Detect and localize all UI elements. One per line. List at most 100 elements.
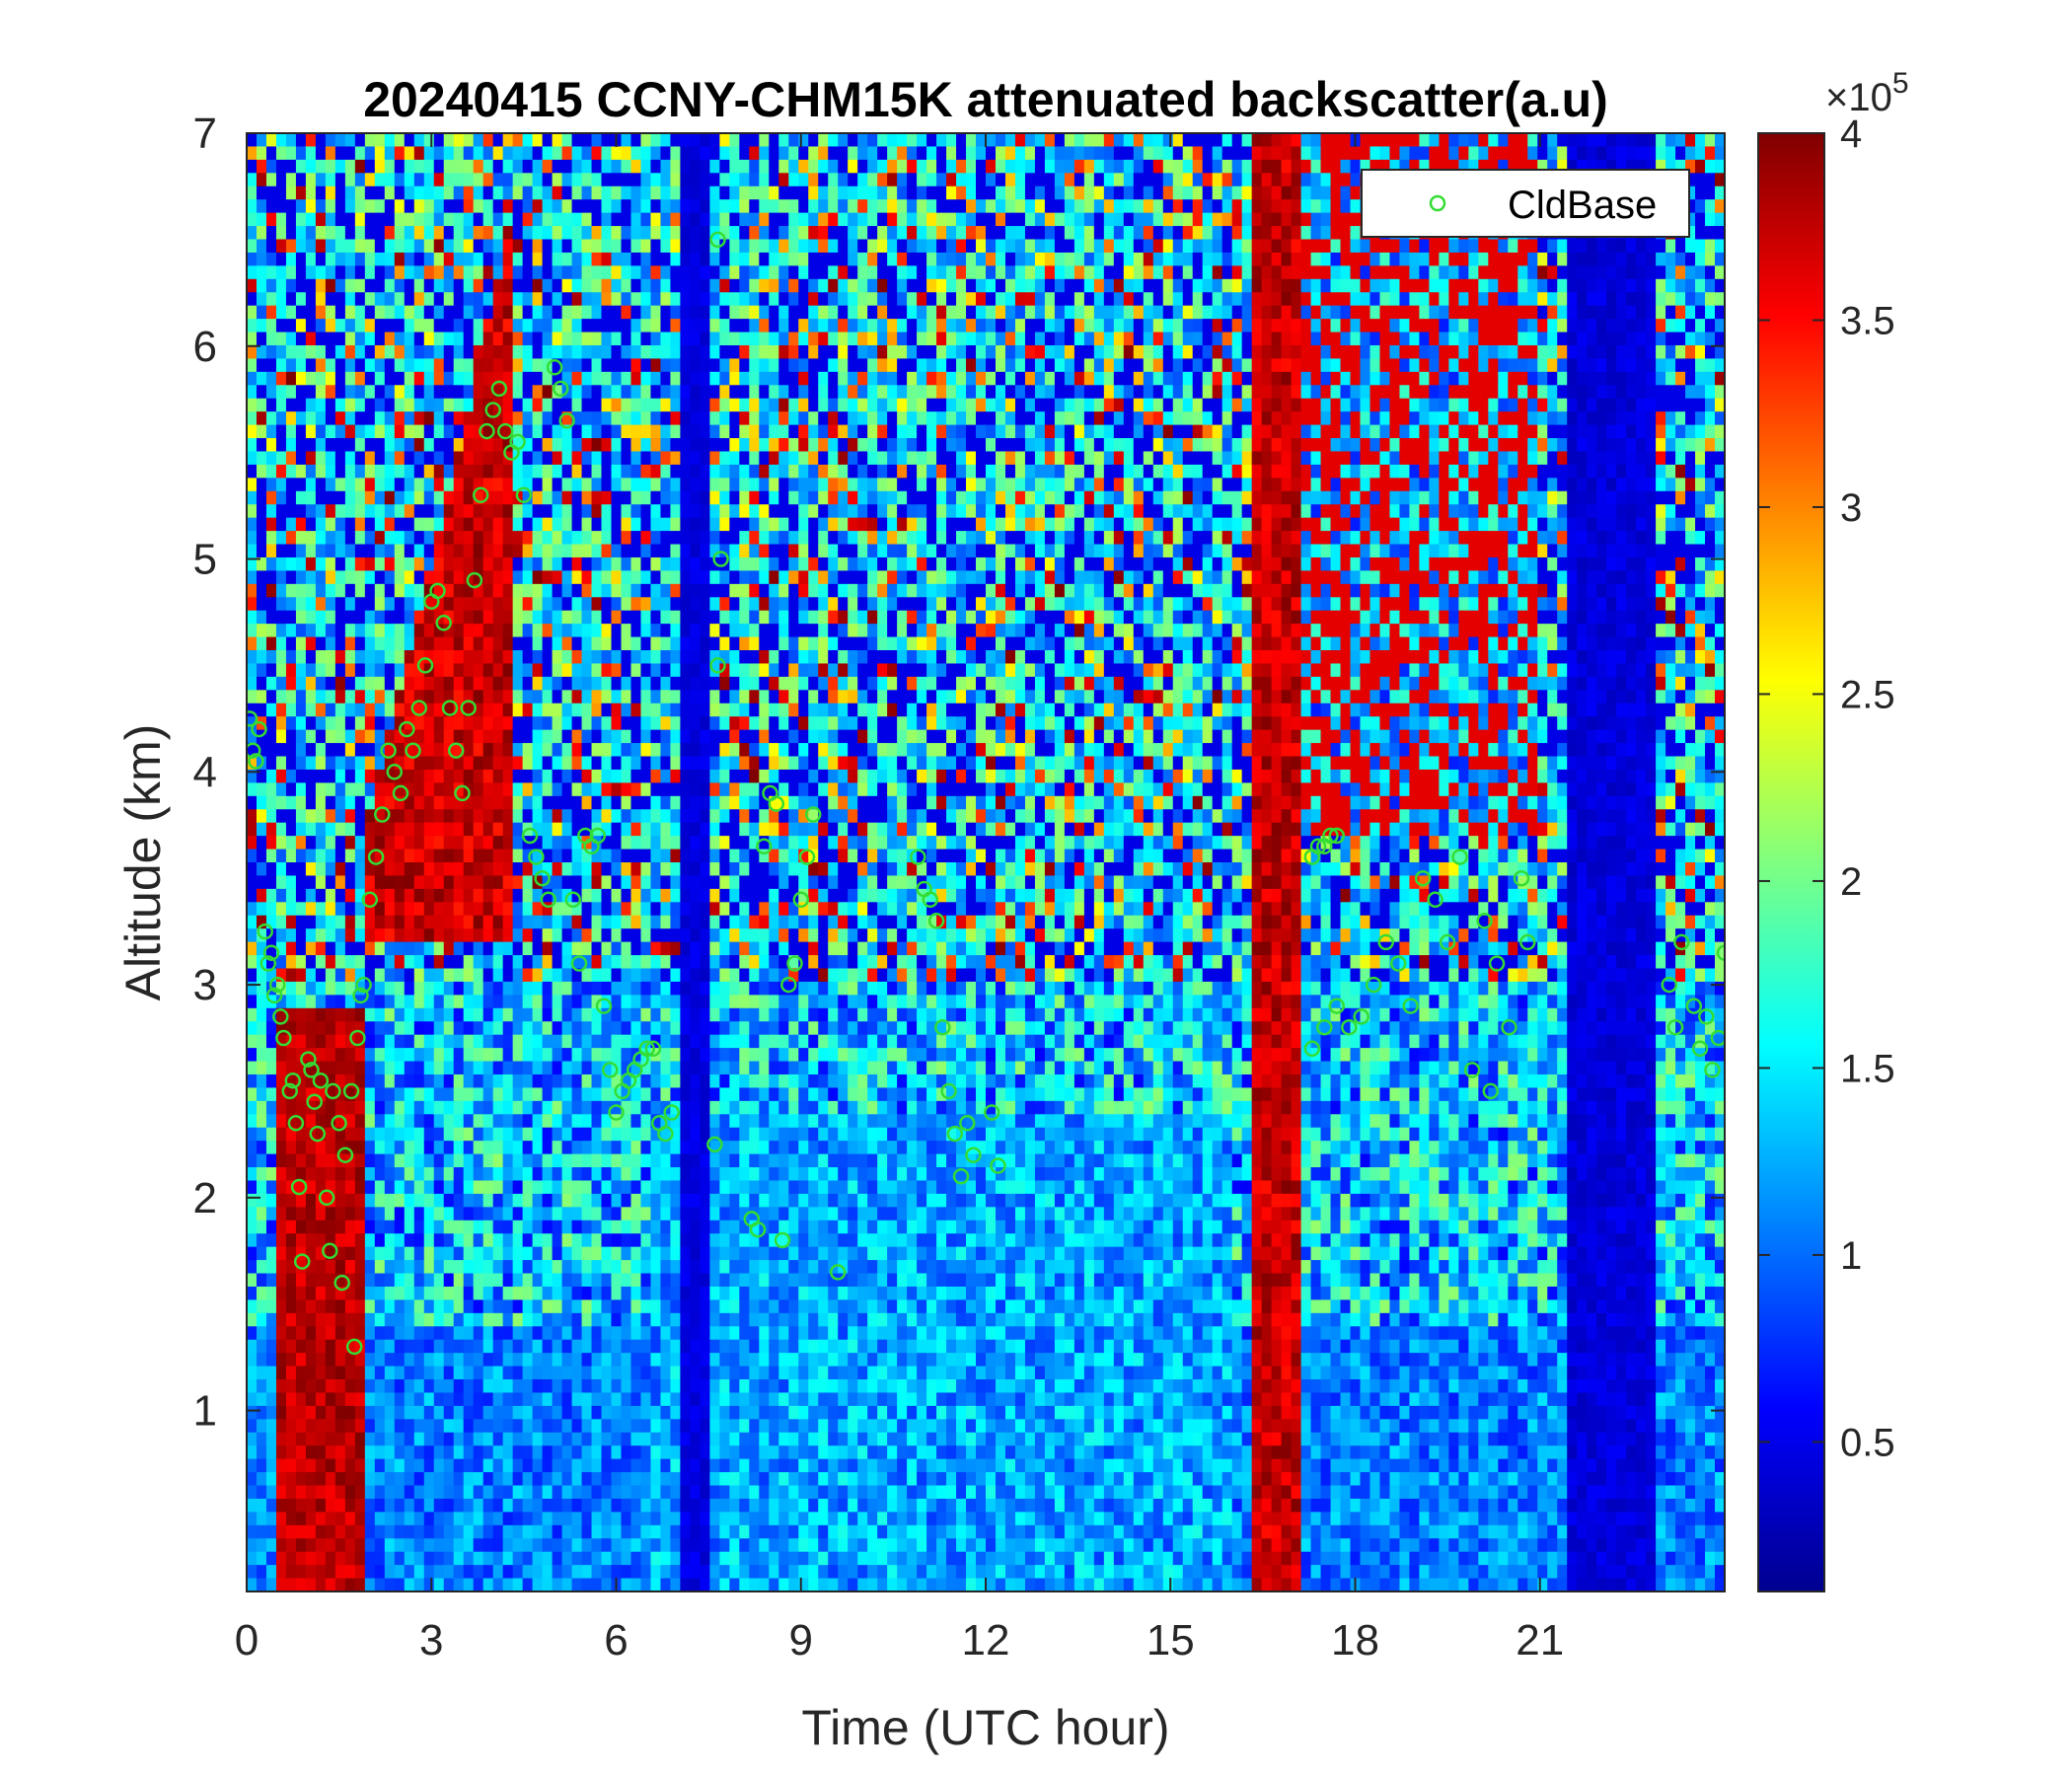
heatmap-cell: [443, 239, 455, 254]
heatmap-cell: [433, 1578, 445, 1591]
heatmap-cell: [384, 133, 396, 148]
heatmap-cell: [315, 716, 327, 731]
heatmap-cell: [443, 888, 455, 903]
heatmap-cell: [315, 1524, 327, 1539]
heatmap-cell: [384, 1100, 396, 1115]
heatmap-cell: [354, 1048, 366, 1063]
heatmap-cell: [384, 292, 396, 307]
heatmap-cell: [482, 716, 494, 731]
heatmap-cell: [413, 1432, 425, 1446]
heatmap-cell: [453, 544, 465, 558]
heatmap-cell: [295, 1445, 307, 1460]
heatmap-cell: [611, 146, 623, 161]
heatmap-cell: [512, 1498, 524, 1513]
heatmap-cell: [295, 173, 307, 187]
heatmap-cell: [660, 1233, 672, 1248]
heatmap-cell: [344, 570, 356, 585]
heatmap-cell: [453, 464, 465, 479]
heatmap-cell: [552, 795, 563, 810]
heatmap-cell: [334, 385, 346, 400]
heatmap-cell: [601, 478, 613, 492]
heatmap-cell: [423, 1193, 435, 1208]
heatmap-cell: [670, 358, 682, 373]
heatmap-cell: [502, 1498, 514, 1513]
heatmap-cell: [463, 185, 475, 200]
heatmap-cell: [364, 1379, 376, 1394]
heatmap-cell: [413, 332, 425, 346]
heatmap-cell: [473, 1445, 484, 1460]
heatmap-cell: [630, 1193, 642, 1208]
heatmap-cell: [463, 676, 475, 691]
heatmap-cell: [275, 1498, 287, 1513]
heatmap-cell: [532, 504, 544, 519]
heatmap-cell: [364, 544, 376, 558]
heatmap-cell: [621, 1114, 632, 1129]
heatmap-cell: [325, 133, 336, 148]
heatmap-cell: [532, 385, 544, 400]
heatmap-cell: [630, 265, 642, 280]
heatmap-cell: [561, 676, 573, 691]
heatmap-cell: [492, 1512, 504, 1526]
heatmap-cell: [247, 159, 258, 174]
heatmap-cell: [247, 146, 258, 161]
heatmap-cell: [275, 544, 287, 558]
heatmap-cell: [453, 690, 465, 704]
heatmap-cell: [344, 199, 356, 214]
heatmap-cell: [542, 597, 554, 612]
heatmap-cell: [680, 344, 691, 360]
heatmap-cell: [334, 133, 346, 148]
heatmap-cell: [482, 743, 494, 758]
heatmap-cell: [247, 1512, 258, 1526]
heatmap-cell: [502, 199, 514, 214]
heatmap-cell: [522, 1114, 534, 1129]
heatmap-cell: [542, 531, 554, 546]
heatmap-cell: [670, 424, 682, 439]
heatmap-cell: [542, 690, 554, 704]
heatmap-cell: [482, 1392, 494, 1407]
heatmap-cell: [690, 663, 701, 678]
heatmap-cell: [334, 968, 346, 983]
heatmap-cell: [502, 676, 514, 691]
heatmap-cell: [492, 636, 504, 651]
heatmap-cell: [542, 570, 554, 585]
heatmap-cell: [532, 478, 544, 492]
heatmap-cell: [650, 464, 662, 479]
heatmap-cell: [334, 610, 346, 625]
heatmap-cell: [433, 1114, 445, 1129]
heatmap-cell: [561, 915, 573, 929]
heatmap-cell: [650, 424, 662, 439]
heatmap-cell: [394, 146, 406, 161]
heatmap-cell: [552, 1114, 563, 1129]
heatmap-cell: [591, 332, 603, 346]
heatmap-cell: [660, 212, 672, 227]
heatmap-cell: [640, 716, 652, 731]
heatmap-cell: [325, 531, 336, 546]
heatmap-cell: [285, 292, 297, 307]
heatmap-cell: [601, 1021, 613, 1036]
heatmap-cell: [404, 1246, 415, 1261]
heatmap-cell: [670, 1167, 682, 1182]
heatmap-cell: [502, 1299, 514, 1314]
heatmap-cell: [423, 1061, 435, 1075]
heatmap-cell: [384, 438, 396, 453]
heatmap-cell: [680, 411, 691, 426]
heatmap-cell: [561, 1299, 573, 1314]
heatmap-cell: [571, 1405, 583, 1420]
heatmap-cell: [374, 902, 386, 917]
heatmap-cell: [275, 305, 287, 320]
heatmap-cell: [443, 862, 455, 877]
heatmap-cell: [413, 624, 425, 638]
heatmap-cell: [285, 1073, 297, 1089]
heatmap-cell: [680, 424, 691, 439]
heatmap-cell: [295, 544, 307, 558]
heatmap-cell: [660, 239, 672, 254]
heatmap-cell: [650, 1458, 662, 1473]
heatmap-cell: [542, 1260, 554, 1275]
heatmap-cell: [265, 1326, 277, 1341]
heatmap-cell: [611, 703, 623, 717]
heatmap-cell: [315, 1087, 327, 1102]
heatmap-cell: [285, 716, 297, 731]
heatmap-cell: [315, 968, 327, 983]
heatmap-cell: [275, 849, 287, 863]
heatmap-cell: [374, 556, 386, 571]
